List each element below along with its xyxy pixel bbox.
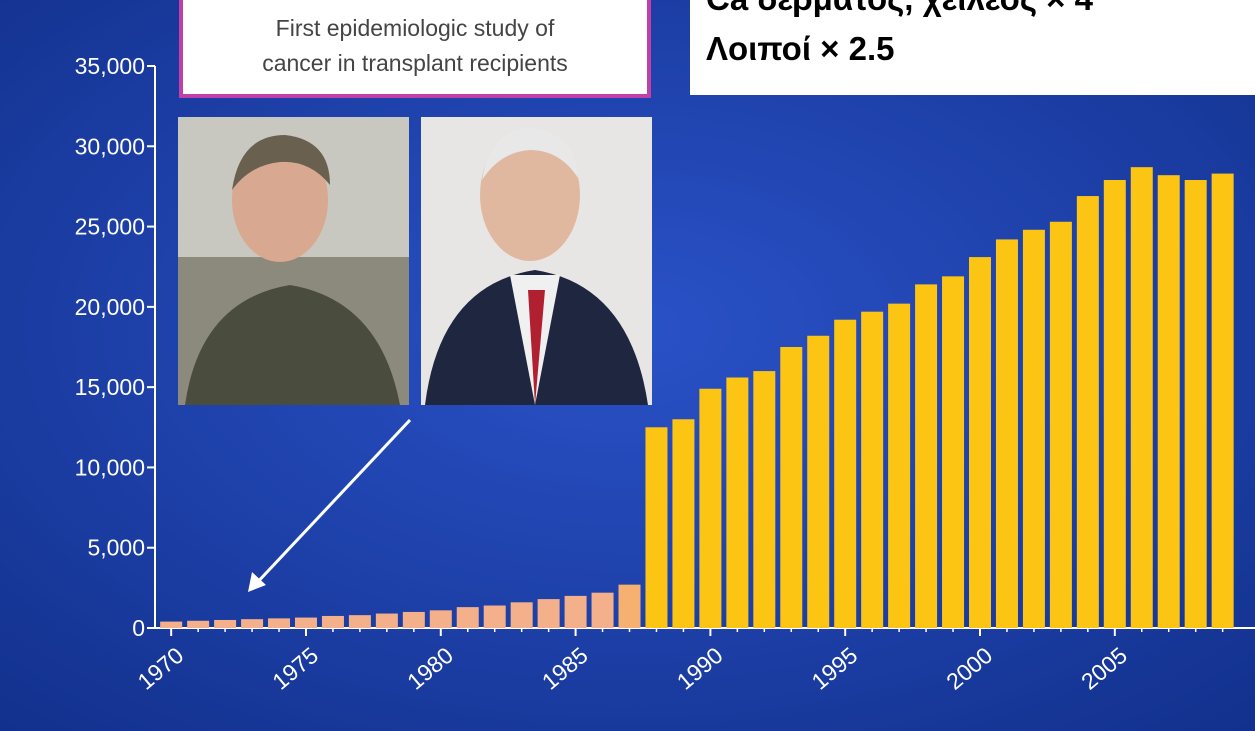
y-tick-label: 10,000 — [75, 454, 145, 480]
bar — [457, 607, 479, 628]
bar — [699, 389, 721, 628]
bar — [672, 419, 694, 628]
bar — [1077, 196, 1099, 628]
overlay-text: Λοιποί × 2.5 — [706, 30, 895, 67]
y-tick-label: 0 — [132, 615, 145, 641]
y-tick-label: 25,000 — [75, 214, 145, 240]
bar — [1212, 174, 1234, 628]
y-tick-label: 15,000 — [75, 374, 145, 400]
bar — [726, 378, 748, 628]
bar — [619, 585, 641, 628]
bar — [511, 602, 533, 628]
bar — [942, 276, 964, 628]
overlay-text: Ca δέρματος, χειλέος × 4 — [706, 0, 1094, 17]
photo — [178, 117, 409, 405]
bar — [996, 239, 1018, 628]
bar — [1023, 230, 1045, 628]
bar — [565, 596, 587, 628]
bar — [888, 304, 910, 628]
annotation: cancer in transplant recipients — [262, 50, 568, 76]
bar — [1158, 175, 1180, 628]
bar — [322, 616, 344, 628]
bar — [538, 599, 560, 628]
y-tick-label: 5,000 — [87, 535, 145, 561]
bar — [807, 336, 829, 628]
bar — [160, 622, 182, 628]
bar — [349, 615, 371, 628]
y-tick-label: 20,000 — [75, 294, 145, 320]
bar — [241, 619, 263, 628]
photo — [421, 117, 652, 405]
bar — [268, 618, 290, 628]
bar — [861, 312, 883, 628]
bar — [430, 610, 452, 628]
bar — [403, 612, 425, 628]
bar — [1104, 180, 1126, 628]
bar — [780, 347, 802, 628]
bar — [484, 606, 506, 628]
y-tick-label: 30,000 — [75, 133, 145, 159]
bar — [645, 427, 667, 628]
y-tick-label: 35,000 — [75, 53, 145, 79]
bar — [214, 620, 236, 628]
bar — [753, 371, 775, 628]
bar — [1050, 222, 1072, 628]
bar — [1185, 180, 1207, 628]
annotation: First epidemiologic study of — [276, 15, 555, 41]
bar — [187, 621, 209, 628]
bar — [915, 284, 937, 628]
bar — [834, 320, 856, 628]
bar — [1131, 167, 1153, 628]
bar — [295, 618, 317, 628]
page: 0 5,000 10,000 15,000 20,000 25,000 30,000 35,0… — [0, 0, 1255, 731]
bar — [969, 257, 991, 628]
bar — [376, 614, 398, 628]
chart: 0 5,000 10,000 15,000 20,000 25,000 30,000 35,0… — [0, 0, 1255, 731]
bar — [592, 593, 614, 628]
